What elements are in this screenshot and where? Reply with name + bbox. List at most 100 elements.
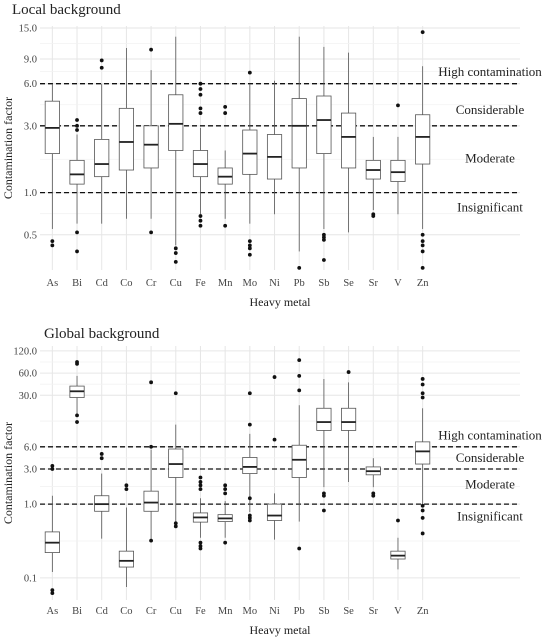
boxplot-bi: [69, 360, 85, 424]
y-tick-label: 6.0: [24, 79, 37, 90]
boxplot-mn: [217, 104, 233, 228]
outlier-point: [75, 420, 79, 424]
outlier-point: [149, 380, 153, 385]
boxplot-co: [118, 483, 134, 588]
boxplot-as: [44, 464, 60, 596]
outlier-point: [322, 258, 326, 262]
x-tick-label: Zn: [417, 278, 429, 289]
boxplot-mn: [217, 483, 233, 545]
y-tick-label: 60.0: [19, 369, 37, 380]
outlier-point: [322, 237, 326, 242]
outlier-point: [247, 246, 252, 251]
zone-label: High contamination: [438, 427, 542, 442]
boxplot-cr: [143, 47, 159, 235]
outlier-point: [198, 475, 203, 480]
box-iqr: [415, 441, 431, 465]
box-iqr: [341, 407, 357, 431]
x-tick-label: V: [394, 606, 402, 617]
outlier-point: [297, 388, 302, 393]
outlier-point: [149, 538, 153, 543]
box-iqr: [291, 98, 307, 169]
local-boxplots: [44, 30, 431, 270]
x-tick-label: Se: [343, 278, 354, 289]
outlier-point: [173, 521, 178, 526]
box-iqr: [69, 159, 85, 185]
outlier-point: [396, 518, 400, 523]
y-tick-label: 3.0: [24, 121, 37, 132]
x-tick-label: Pb: [294, 278, 305, 289]
outlier-point: [198, 81, 203, 86]
outlier-point: [420, 531, 425, 536]
outlier-point: [297, 358, 302, 363]
x-tick-label: V: [394, 278, 402, 289]
box-iqr: [143, 125, 159, 169]
boxplot-as: [44, 83, 60, 248]
x-tick-label: Ni: [269, 278, 280, 289]
y-tick-label: 6.0: [24, 442, 37, 453]
box-iqr: [143, 490, 159, 512]
outlier-point: [198, 487, 203, 491]
box-iqr: [316, 95, 332, 154]
outlier-point: [173, 524, 178, 529]
outlier-point: [322, 493, 326, 498]
boxplot-sb: [316, 46, 332, 262]
x-tick-label: Sr: [369, 278, 379, 289]
outlier-point: [149, 444, 153, 449]
x-tick-label: Mn: [218, 606, 233, 617]
local-y-axis-label: Contamination factor: [1, 97, 15, 199]
local-x-axis-label: Heavy metal: [250, 295, 312, 309]
outlier-point: [272, 375, 277, 379]
boxplot-se: [341, 370, 357, 482]
zone-label: Moderate: [465, 476, 515, 491]
outlier-point: [247, 70, 252, 75]
outlier-point: [247, 391, 252, 396]
outlier-point: [50, 239, 55, 244]
boxplot-cu: [168, 391, 184, 529]
boxplot-cr: [143, 380, 159, 543]
outlier-point: [223, 491, 228, 496]
outlier-point: [173, 246, 178, 251]
outlier-point: [75, 118, 79, 122]
outlier-point: [297, 373, 302, 378]
box-iqr: [118, 550, 134, 568]
x-tick-label: Cr: [146, 278, 157, 289]
outlier-point: [223, 483, 228, 488]
outlier-point: [198, 540, 203, 545]
outlier-point: [124, 487, 129, 491]
outlier-point: [420, 239, 425, 244]
x-tick-label: Mo: [243, 606, 258, 617]
local-x-ticks: As Bi Cd Co Cr Cu Fe Mn Mo Ni Pb Sb Se Sr V Zn: [47, 278, 430, 289]
outlier-point: [297, 546, 302, 551]
outlier-point: [223, 104, 228, 109]
boxplot-cd: [94, 58, 110, 224]
outlier-point: [198, 223, 203, 228]
outlier-point: [75, 249, 79, 254]
outlier-point: [346, 370, 351, 374]
x-tick-label: Bi: [72, 606, 82, 617]
boxplot-pb: [291, 358, 307, 551]
outlier-point: [99, 58, 104, 63]
boxplot-ni: [266, 80, 283, 215]
outlier-point: [420, 377, 425, 381]
x-tick-label: As: [47, 606, 59, 617]
box-iqr: [94, 138, 110, 178]
zone-label: Moderate: [465, 151, 515, 166]
outlier-point: [223, 223, 228, 228]
boxplot-se: [341, 52, 357, 233]
boxplot-co: [118, 47, 134, 219]
box-iqr: [168, 94, 184, 151]
outlier-point: [247, 252, 252, 257]
local-y-ticks: 0.5 1.0 3.0 6.0 9.0 15.0: [19, 23, 37, 241]
outlier-point: [371, 493, 376, 498]
outlier-point: [149, 230, 153, 235]
x-tick-label: Cd: [96, 278, 109, 289]
y-tick-label: 30.0: [19, 391, 37, 402]
box-iqr: [266, 503, 283, 521]
y-tick-label: 9.0: [24, 55, 37, 66]
box-iqr: [242, 129, 258, 175]
boxplot-bi: [69, 118, 85, 254]
outlier-point: [247, 518, 252, 523]
x-tick-label: Sb: [318, 606, 329, 617]
outlier-point: [75, 413, 79, 418]
